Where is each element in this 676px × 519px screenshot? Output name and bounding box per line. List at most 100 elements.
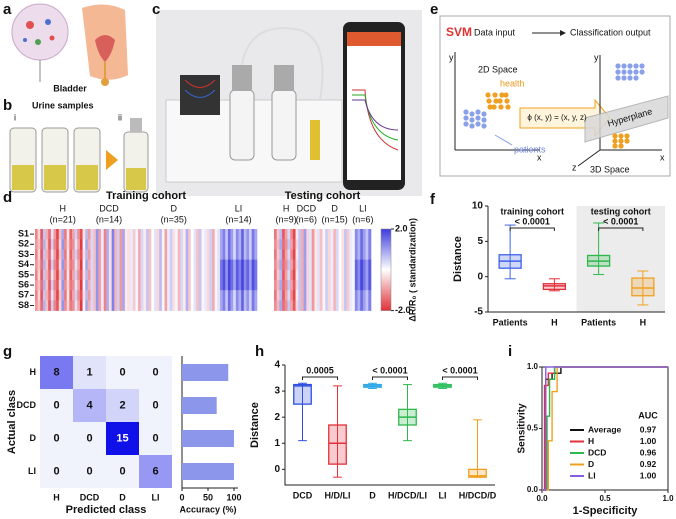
heat-cell bbox=[82, 290, 86, 301]
heat-cell bbox=[35, 300, 38, 311]
comparison-bracket bbox=[509, 227, 555, 231]
heat-cell bbox=[109, 280, 112, 291]
heat-cell bbox=[333, 249, 337, 260]
heat-cell bbox=[50, 290, 54, 301]
heat-cell bbox=[138, 239, 142, 250]
heat-cell bbox=[249, 229, 253, 240]
cell-value: 1 bbox=[86, 366, 92, 378]
heat-cell bbox=[204, 259, 208, 271]
heat-cell bbox=[217, 259, 221, 271]
heat-cell bbox=[311, 290, 315, 301]
heat-cell bbox=[111, 300, 115, 311]
heat-cell bbox=[124, 300, 128, 311]
heat-cell bbox=[61, 239, 65, 250]
panel-label: a bbox=[3, 1, 12, 18]
heat-cell bbox=[114, 259, 118, 271]
heat-cell bbox=[77, 280, 81, 291]
comparison-bracket bbox=[442, 376, 478, 380]
heat-cell bbox=[79, 229, 83, 240]
x-tick-label: H bbox=[640, 317, 647, 327]
heat-cell bbox=[362, 259, 366, 271]
heat-cell bbox=[317, 249, 321, 260]
heat-cell bbox=[103, 300, 107, 311]
heat-cell bbox=[341, 280, 345, 291]
heat-cell bbox=[116, 259, 120, 271]
heat-cell bbox=[251, 229, 255, 240]
heat-cell bbox=[201, 290, 205, 301]
heat-cell bbox=[140, 259, 144, 271]
heat-cell bbox=[122, 300, 126, 311]
heat-cell bbox=[292, 300, 296, 311]
heat-cell bbox=[40, 259, 44, 271]
heat-cell bbox=[109, 290, 112, 301]
heat-cell bbox=[132, 269, 136, 281]
heat-cell bbox=[109, 249, 112, 260]
heat-cell bbox=[148, 229, 152, 240]
heat-cell bbox=[206, 249, 210, 260]
heat-cell bbox=[53, 249, 57, 260]
heat-cell bbox=[298, 229, 302, 240]
heat-cell bbox=[196, 269, 200, 281]
heat-cell bbox=[335, 229, 339, 240]
heat-cell bbox=[243, 249, 247, 260]
heat-cell bbox=[72, 259, 75, 271]
group-size: (n=14) bbox=[225, 214, 251, 224]
group-name: H bbox=[60, 203, 67, 213]
heat-cell bbox=[212, 290, 216, 301]
heat-cell bbox=[368, 239, 372, 250]
cell-value: 0 bbox=[152, 432, 158, 444]
heat-cell bbox=[230, 229, 234, 240]
heat-cell bbox=[354, 280, 358, 291]
heat-cell bbox=[333, 290, 337, 301]
heat-cell bbox=[368, 259, 372, 271]
heat-cell bbox=[190, 300, 194, 311]
heat-cell bbox=[349, 269, 353, 281]
heat-cell bbox=[188, 229, 192, 240]
heat-cell bbox=[37, 300, 41, 311]
heat-cell bbox=[127, 300, 131, 311]
y-axis-label: Distance bbox=[249, 402, 261, 448]
heat-cell bbox=[98, 229, 102, 240]
heat-cell bbox=[77, 229, 81, 240]
heat-cell bbox=[111, 249, 115, 260]
heat-cell bbox=[101, 239, 105, 250]
heat-cell bbox=[222, 239, 226, 250]
heat-cell bbox=[111, 290, 115, 301]
heat-cell bbox=[300, 229, 304, 240]
heat-cell bbox=[365, 259, 369, 271]
heat-cell bbox=[360, 300, 364, 311]
group-size: (n=14) bbox=[96, 214, 122, 224]
heat-cell bbox=[177, 269, 181, 281]
heat-cell bbox=[188, 290, 192, 301]
heat-cell bbox=[185, 239, 189, 250]
heat-cell bbox=[227, 280, 231, 291]
heat-cell bbox=[77, 259, 81, 271]
heat-cell bbox=[58, 259, 62, 271]
heat-cell bbox=[127, 239, 131, 250]
heat-cell bbox=[161, 269, 165, 281]
heat-cell bbox=[282, 280, 286, 291]
heat-cell bbox=[217, 269, 221, 281]
heat-cell bbox=[322, 259, 326, 271]
x-tick-label: H bbox=[551, 317, 558, 327]
heat-cell bbox=[164, 249, 168, 260]
heat-cell bbox=[111, 269, 115, 281]
heat-cell bbox=[214, 249, 218, 260]
classification-output: Classification output bbox=[570, 27, 651, 37]
heat-cell bbox=[214, 280, 218, 291]
heat-cell bbox=[298, 300, 302, 311]
heat-cell bbox=[69, 290, 73, 301]
heat-cell bbox=[85, 290, 89, 301]
heat-cell bbox=[325, 239, 329, 250]
heat-cell bbox=[190, 249, 194, 260]
heat-cell bbox=[130, 300, 134, 311]
heat-cell bbox=[322, 229, 326, 240]
heat-cell bbox=[214, 290, 218, 301]
heat-cell bbox=[172, 239, 176, 250]
heat-cell bbox=[300, 249, 304, 260]
box bbox=[468, 468, 487, 478]
heat-cell bbox=[368, 249, 372, 260]
heat-cell bbox=[53, 239, 57, 250]
heat-cell bbox=[206, 290, 210, 301]
